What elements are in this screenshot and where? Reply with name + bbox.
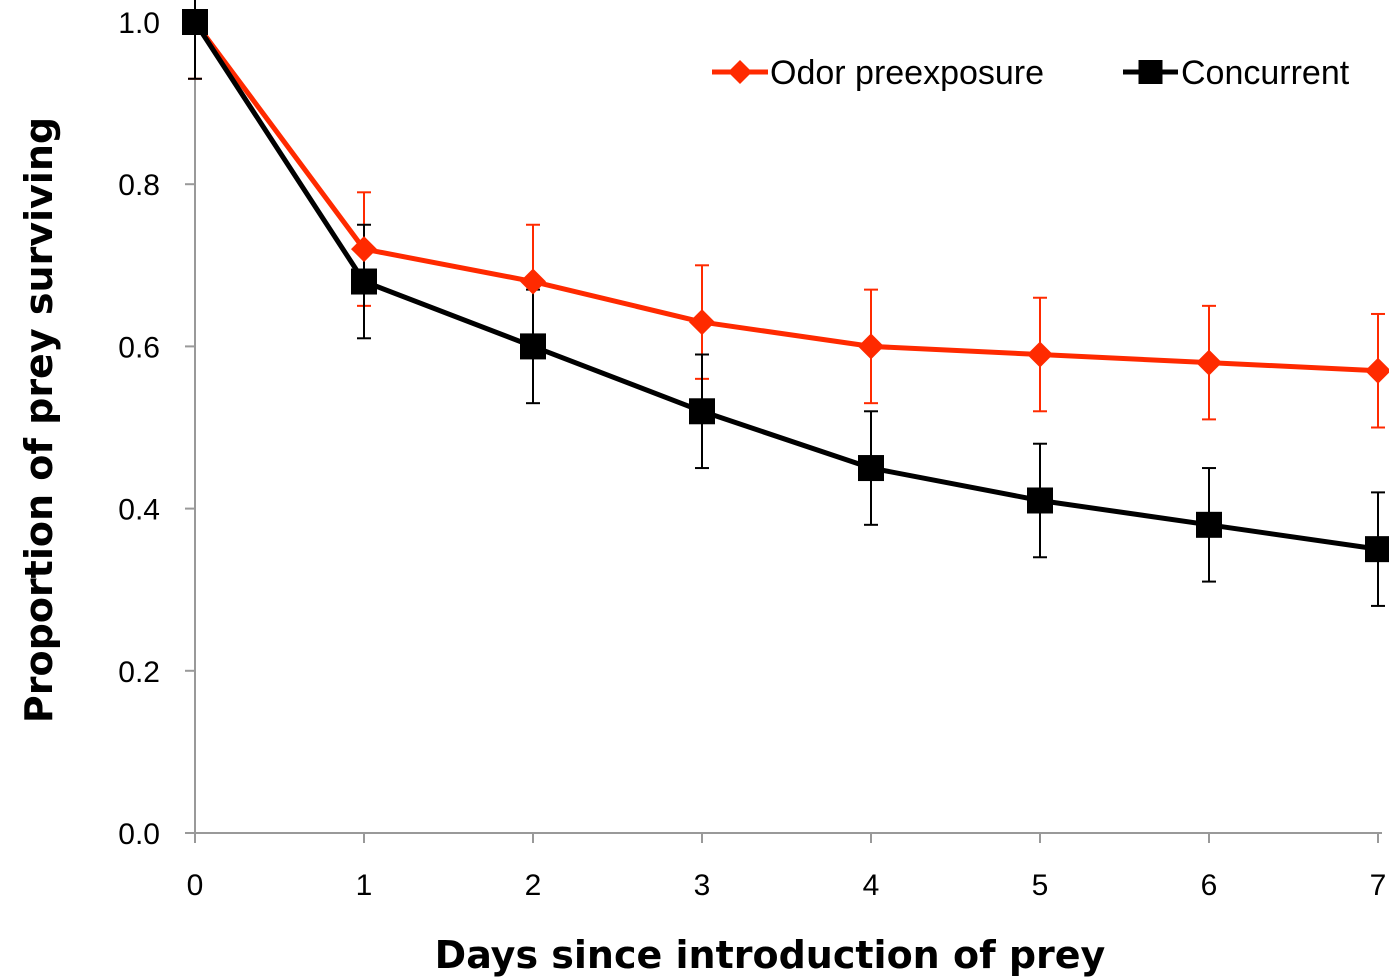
legend-marker-concurrent (1138, 60, 1163, 84)
x-tick-label: 5 (1032, 869, 1049, 902)
series-lines (192, 20, 1379, 552)
data-point-concurrent (858, 455, 884, 482)
data-point-odor-preexposure (1196, 349, 1222, 376)
y-tick-label: 0.0 (118, 818, 160, 851)
data-point-odor-preexposure (520, 268, 546, 295)
data-point-concurrent (520, 333, 546, 360)
data-point-odor-preexposure (858, 333, 884, 360)
data-point-odor-preexposure (1027, 341, 1053, 368)
x-axis-title: Days since introduction of prey (435, 933, 1106, 977)
y-tick-label: 0.8 (118, 169, 160, 202)
x-tick-label: 1 (356, 869, 373, 902)
x-tick-label: 4 (863, 869, 880, 902)
x-tick-label: 0 (187, 869, 204, 902)
legend: Odor preexposure Concurrent (712, 54, 1350, 92)
axes (185, 21, 1382, 843)
data-point-concurrent (351, 268, 377, 295)
series-line-concurrent (192, 20, 1379, 552)
data-point-concurrent (1365, 536, 1389, 563)
series-markers (182, 9, 1389, 563)
y-axis-title: Proportion of prey surviving (17, 117, 61, 723)
x-tick-label: 2 (525, 869, 542, 902)
y-tick-label: 0.2 (118, 656, 160, 689)
legend-label-odor-preexposure: Odor preexposure (770, 54, 1044, 92)
data-point-concurrent (1027, 487, 1053, 514)
legend-marker-odor-preexposure (728, 60, 752, 84)
data-point-odor-preexposure (1365, 357, 1389, 384)
x-tick-label: 6 (1201, 869, 1218, 902)
y-tick-label: 1.0 (118, 7, 160, 40)
data-point-concurrent (182, 9, 208, 35)
series-line-odor-preexposure (192, 20, 1379, 374)
data-point-odor-preexposure (351, 236, 377, 263)
data-point-odor-preexposure (689, 309, 715, 336)
data-point-concurrent (689, 398, 715, 425)
tick-labels: 0.0 0.2 0.4 0.6 0.8 1.0 0 1 2 3 4 5 6 7 (118, 7, 1386, 902)
x-tick-label: 3 (694, 869, 711, 902)
legend-label-concurrent: Concurrent (1181, 54, 1350, 92)
y-tick-label: 0.4 (118, 494, 160, 527)
x-tick-label: 7 (1370, 869, 1387, 902)
y-tick-label: 0.6 (118, 331, 160, 364)
data-point-concurrent (1196, 511, 1222, 538)
